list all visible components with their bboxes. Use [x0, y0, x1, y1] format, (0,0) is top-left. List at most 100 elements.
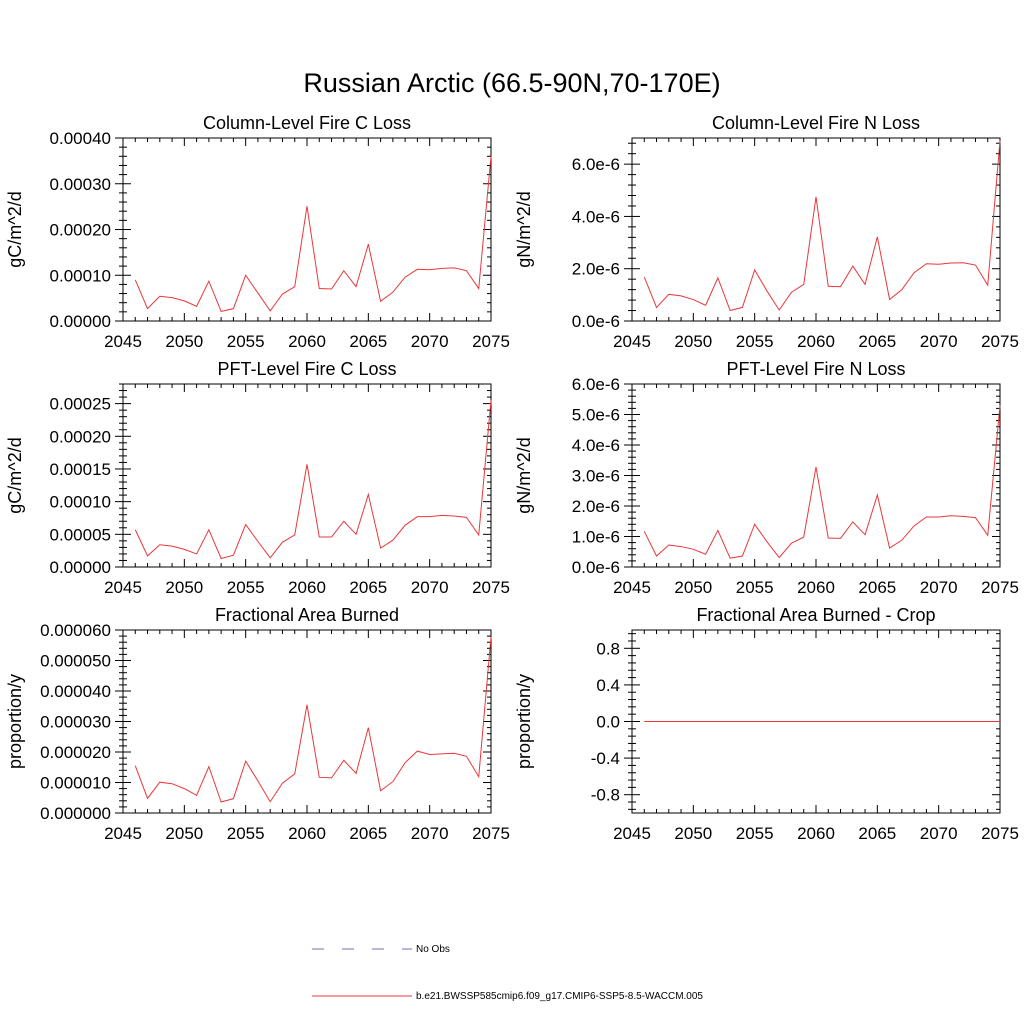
x-tick-label: 2050 — [674, 824, 712, 843]
data-point — [717, 277, 718, 278]
data-point — [429, 269, 430, 270]
data-point — [368, 727, 369, 728]
data-point — [999, 721, 1000, 722]
x-tick-label: 2045 — [613, 332, 651, 351]
data-point — [417, 516, 418, 517]
data-point — [999, 140, 1000, 141]
data-point — [803, 537, 804, 538]
data-point — [454, 515, 455, 516]
panels: Column-Level Fire C Loss gC/m^2/d 2045 2050… — [5, 113, 1019, 843]
data-point — [926, 263, 927, 264]
data-point — [417, 269, 418, 270]
x-tick-label: 2045 — [104, 332, 142, 351]
data-point — [245, 524, 246, 525]
data-point — [184, 300, 185, 301]
data-point — [171, 783, 172, 784]
data-point — [656, 307, 657, 308]
y-tick-label: 0.00020 — [50, 221, 111, 240]
x-tick-label: 2075 — [472, 578, 510, 597]
panel-title: Column-Level Fire C Loss — [203, 113, 411, 133]
data-point — [135, 529, 136, 530]
data-point — [938, 516, 939, 517]
data-point — [245, 275, 246, 276]
x-tick-label: 2060 — [797, 824, 835, 843]
data-point — [331, 777, 332, 778]
data-point — [355, 286, 356, 287]
data-point — [478, 534, 479, 535]
data-point — [693, 549, 694, 550]
data-point — [196, 553, 197, 554]
data-point — [466, 756, 467, 757]
data-point — [257, 292, 258, 293]
y-tick-label: 2.0e-6 — [572, 497, 620, 516]
panel-title: PFT-Level Fire N Loss — [726, 359, 905, 379]
data-point — [208, 529, 209, 530]
panel-6: Fractional Area Burned - Crop proportion/… — [514, 605, 1019, 843]
y-tick-label: 0.00010 — [50, 266, 111, 285]
y-tick-label: 0.00020 — [50, 427, 111, 446]
y-tick-label: 0.000000 — [40, 804, 111, 823]
data-point — [705, 305, 706, 306]
x-tick-label: 2050 — [674, 578, 712, 597]
data-point — [803, 284, 804, 285]
data-point — [717, 530, 718, 531]
series-line — [134, 156, 492, 312]
x-tick-label: 2050 — [165, 332, 203, 351]
x-tick-label: 2050 — [674, 332, 712, 351]
data-point — [233, 555, 234, 556]
data-point — [245, 761, 246, 762]
y-tick-label: 0.00005 — [50, 525, 111, 544]
data-point — [828, 537, 829, 538]
panel-title: Fractional Area Burned — [215, 605, 399, 625]
data-point — [306, 206, 307, 207]
data-point — [766, 541, 767, 542]
data-point — [343, 270, 344, 271]
data-point — [742, 307, 743, 308]
data-point — [171, 297, 172, 298]
y-tick-label: 0.00040 — [50, 129, 111, 148]
x-tick-label: 2045 — [613, 578, 651, 597]
data-point — [441, 515, 442, 516]
data-point — [864, 534, 865, 535]
y-tick-label: 6.0e-6 — [572, 375, 620, 394]
data-point — [221, 558, 222, 559]
data-point — [380, 547, 381, 548]
data-point — [196, 795, 197, 796]
data-point — [815, 196, 816, 197]
y-tick-label: 0.000020 — [40, 743, 111, 762]
data-point — [975, 517, 976, 518]
series-line — [134, 636, 492, 803]
y-axis-label: gN/m^2/d — [514, 437, 534, 513]
data-point — [693, 299, 694, 300]
data-point — [705, 554, 706, 555]
data-point — [184, 788, 185, 789]
data-point — [889, 299, 890, 300]
y-tick-label: 0.00015 — [50, 460, 111, 479]
data-point — [306, 704, 307, 705]
y-tick-label: 6.0e-6 — [572, 155, 620, 174]
data-point — [294, 773, 295, 774]
data-point — [196, 306, 197, 307]
data-point — [466, 517, 467, 518]
data-point — [282, 293, 283, 294]
x-tick-label: 2075 — [472, 332, 510, 351]
data-point — [914, 272, 915, 273]
y-tick-label: 2.0e-6 — [572, 260, 620, 279]
y-tick-label: 0.0e-6 — [572, 312, 620, 331]
y-tick-label: 4.0e-6 — [572, 436, 620, 455]
data-point — [257, 780, 258, 781]
series-line — [643, 405, 1001, 559]
data-point — [147, 555, 148, 556]
data-point — [877, 494, 878, 495]
x-tick-label: 2075 — [981, 824, 1019, 843]
data-point — [938, 264, 939, 265]
panel-title: Fractional Area Burned - Crop — [696, 605, 935, 625]
y-tick-label: 0.000030 — [40, 713, 111, 732]
data-point — [355, 534, 356, 535]
data-point — [184, 549, 185, 550]
x-tick-label: 2050 — [165, 824, 203, 843]
x-tick-label: 2045 — [104, 578, 142, 597]
data-point — [766, 290, 767, 291]
data-point — [171, 545, 172, 546]
